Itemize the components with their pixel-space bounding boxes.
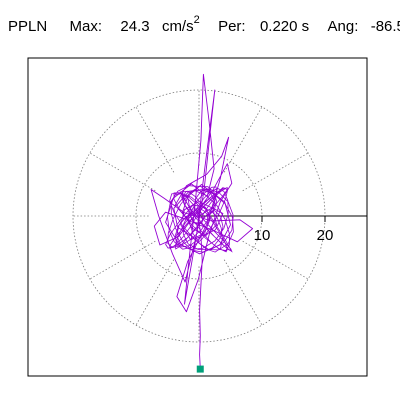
grid-spoke-150	[89, 152, 156, 192]
period-value: 0.220 s	[259, 18, 310, 35]
period-label: Per:	[218, 18, 246, 35]
grid-spoke-240	[135, 259, 175, 326]
chart-header: PPLN Max: 24.3 cm/s2 Per: 0.220 s Ang: -…	[8, 14, 400, 35]
max-unit-exponent: 2	[193, 14, 200, 26]
trace-layer	[150, 73, 254, 370]
grid-spoke-30	[242, 152, 309, 192]
station-code: PPLN	[8, 18, 48, 35]
grid-spoke-210	[89, 240, 156, 280]
particle-motion-core	[165, 185, 234, 253]
peak-marker	[196, 365, 204, 373]
x-tick-label-10: 10	[254, 227, 271, 244]
grid-spoke-60	[223, 106, 263, 173]
max-value: 24.3	[120, 18, 150, 35]
max-unit: cm/s	[161, 18, 194, 35]
angle-value: -86.5	[370, 18, 400, 35]
marker-layer	[196, 365, 204, 373]
x-tick-label-20: 20	[317, 227, 334, 244]
max-label: Max:	[69, 18, 103, 35]
grid-spoke-330	[242, 240, 309, 280]
x-axis: 10 20	[199, 215, 367, 244]
angle-label: Ang:	[327, 18, 359, 35]
grid-spoke-120	[135, 106, 175, 173]
